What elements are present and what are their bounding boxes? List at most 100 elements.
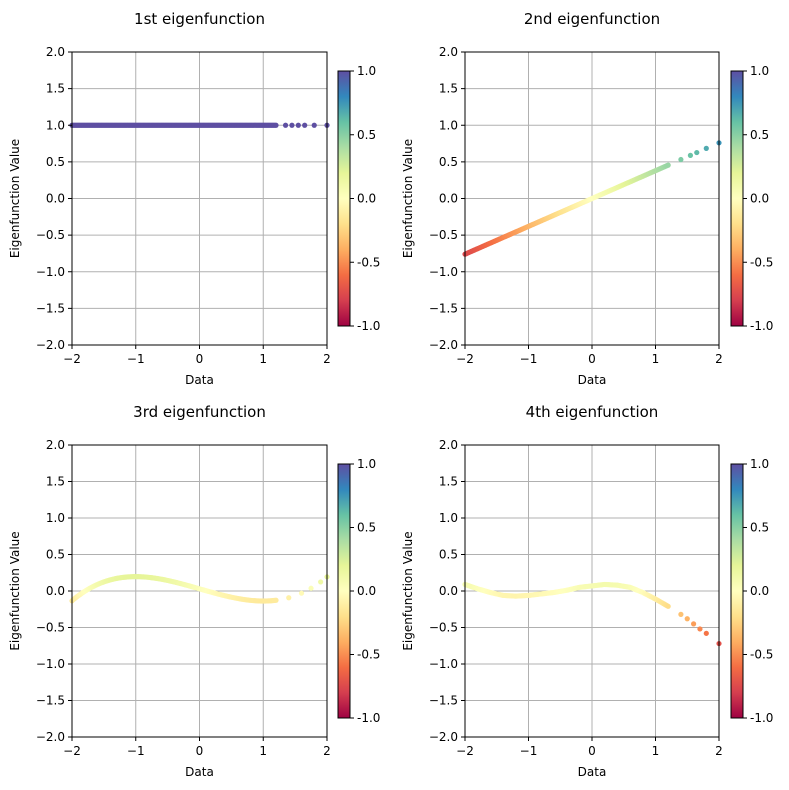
data-point <box>687 152 694 158</box>
colorbar-tick-label: 0.5 <box>750 128 769 142</box>
x-tick-label: −1 <box>127 352 145 366</box>
subplot-1: 1st eigenfunction −2 −1 0 1 2 2.0 1.5 1.0 0.5 0.0 −… <box>8 10 380 387</box>
y-tick-label: −2.0 <box>429 338 458 352</box>
y-axis-label: Eigenfunction Value <box>401 531 415 650</box>
data-point <box>318 579 324 585</box>
data-point <box>286 595 292 601</box>
x-tick-label: 2 <box>715 352 723 366</box>
grid <box>464 444 720 738</box>
y-tick-label: 1.5 <box>46 82 65 96</box>
x-tick-label: 0 <box>588 352 596 366</box>
colorbar-tick-label: -0.5 <box>750 255 773 269</box>
x-tick-label: −2 <box>63 744 81 758</box>
data-point <box>273 597 279 603</box>
y-tick-label: −1.5 <box>36 694 65 708</box>
colorbar-tick-label: -0.5 <box>750 648 773 662</box>
x-tick-label: −2 <box>456 744 474 758</box>
x-tick-label: 1 <box>652 352 660 366</box>
colorbar-tick-label: -0.5 <box>357 255 380 269</box>
y-tick-label: 1.5 <box>439 475 458 489</box>
colorbar-tick-label: 1.0 <box>357 457 376 471</box>
subplot-title: 2nd eigenfunction <box>524 10 660 28</box>
data-point <box>678 611 684 617</box>
y-tick-label: −2.0 <box>36 338 65 352</box>
x-tick-label: −1 <box>520 744 538 758</box>
y-tick-label: 1.0 <box>46 118 65 132</box>
data-point <box>665 603 671 609</box>
colorbar-tick-label: -0.5 <box>357 648 380 662</box>
x-tick-label: −1 <box>127 744 145 758</box>
colorbar-tick-label: 0.5 <box>750 521 769 535</box>
colorbar-tick-label: 1.0 <box>357 64 376 78</box>
data-point <box>282 122 289 128</box>
y-tick-label: 2.0 <box>439 45 458 59</box>
y-tick-label: −0.5 <box>36 228 65 242</box>
y-tick-label: −1.0 <box>429 657 458 671</box>
y-tick-label: 0.0 <box>46 584 65 598</box>
y-tick-label: 0.5 <box>46 155 65 169</box>
y-axis-label: Eigenfunction Value <box>401 139 415 258</box>
y-tick-label: 2.0 <box>439 438 458 452</box>
x-tick-label: 0 <box>588 744 596 758</box>
y-tick-label: 0.5 <box>439 548 458 562</box>
colorbar-tick-label: -1.0 <box>750 711 773 725</box>
y-tick-label: 0.5 <box>46 548 65 562</box>
data-point <box>311 122 317 128</box>
x-tick-label: 0 <box>196 744 204 758</box>
colorbar: 1.0 0.5 0.0 -0.5 -1.0 <box>337 64 380 333</box>
x-axis-label: Data <box>185 373 214 387</box>
y-tick-label: −1.0 <box>429 265 458 279</box>
colorbar-gradient <box>337 463 351 719</box>
x-axis-label: Data <box>578 765 607 779</box>
y-tick-label: 1.5 <box>439 82 458 96</box>
data-point <box>295 122 301 128</box>
data-point <box>694 149 700 156</box>
subplot-2: 2nd eigenfunction −2 −1 0 1 2 2.0 1.5 1.0 0.5 0.0 −… <box>401 10 773 387</box>
x-tick-label: 1 <box>259 352 267 366</box>
colorbar-tick-label: 0.0 <box>750 584 769 598</box>
x-tick-label: 1 <box>259 744 267 758</box>
data-point <box>302 122 308 128</box>
y-tick-label: −1.5 <box>36 301 65 315</box>
colorbar-tick-label: 0.5 <box>357 521 376 535</box>
scatter-series <box>462 140 722 257</box>
colorbar: 1.0 0.5 0.0 -0.5 -1.0 <box>730 457 773 725</box>
subplot-3: 3rd eigenfunction −2 −1 0 1 2 2.0 1.5 1.0 0.5 0.0 −… <box>8 403 380 779</box>
y-tick-label: 2.0 <box>46 438 65 452</box>
subplot-title: 1st eigenfunction <box>134 10 265 28</box>
y-tick-label: 1.0 <box>439 511 458 525</box>
y-tick-label: 0.5 <box>439 155 458 169</box>
data-point <box>697 626 703 632</box>
data-point <box>665 162 671 168</box>
y-axis-label: Eigenfunction Value <box>8 531 22 650</box>
colorbar-tick-label: -1.0 <box>357 319 380 333</box>
colorbar-tick-label: -1.0 <box>357 711 380 725</box>
data-point <box>298 590 305 596</box>
y-tick-label: 0.0 <box>439 584 458 598</box>
x-tick-label: −2 <box>63 352 81 366</box>
colorbar-gradient <box>337 70 351 327</box>
y-tick-label: −0.5 <box>429 621 458 635</box>
y-axis-label: Eigenfunction Value <box>8 139 22 258</box>
x-tick-label: −1 <box>520 352 538 366</box>
data-point <box>308 585 314 591</box>
y-tick-label: −1.5 <box>429 694 458 708</box>
subplot-title: 3rd eigenfunction <box>133 403 266 421</box>
y-tick-label: 0.0 <box>439 192 458 206</box>
scatter-series <box>462 581 722 647</box>
x-axis-label: Data <box>185 765 214 779</box>
x-tick-label: 2 <box>323 744 331 758</box>
x-tick-label: −2 <box>456 352 474 366</box>
data-point <box>684 616 690 622</box>
x-axis-label: Data <box>578 373 607 387</box>
y-tick-label: −2.0 <box>429 730 458 744</box>
colorbar-tick-label: -1.0 <box>750 319 773 333</box>
colorbar-tick-label: 0.5 <box>357 128 376 142</box>
subplot-title: 4th eigenfunction <box>526 403 659 421</box>
colorbar: 1.0 0.5 0.0 -0.5 -1.0 <box>730 64 773 333</box>
scatter-series <box>69 574 330 604</box>
grid <box>71 51 328 346</box>
data-point <box>289 122 295 128</box>
data-point <box>703 145 709 151</box>
